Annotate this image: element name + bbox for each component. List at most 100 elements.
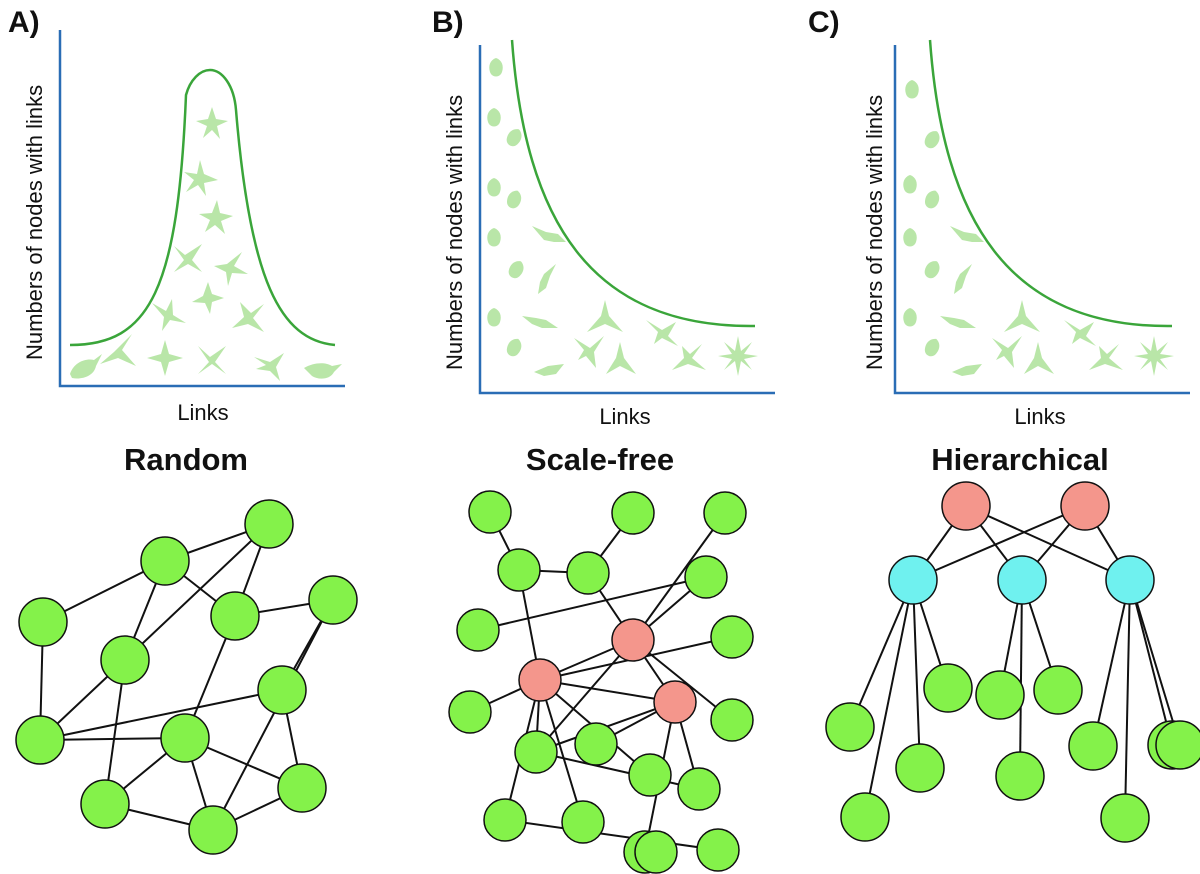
y-axis-label-c: Numbers of nodes with links xyxy=(862,95,887,370)
neuron-icon xyxy=(70,354,102,379)
neuron-icon xyxy=(587,300,623,332)
network-edge xyxy=(539,679,676,703)
network-node-green xyxy=(210,591,260,641)
neuron-icon xyxy=(489,58,503,77)
network-node-green xyxy=(840,792,890,842)
panel-letter-c: C) xyxy=(808,6,840,39)
neuron-icon xyxy=(903,175,917,194)
network-node-green xyxy=(710,698,754,742)
neuron-icon xyxy=(214,252,248,286)
panel-letter-b: B) xyxy=(432,6,464,39)
network-edge xyxy=(632,512,726,641)
neuron-icon xyxy=(304,363,342,379)
neuron-icon xyxy=(952,364,982,376)
network-node-red xyxy=(518,658,562,702)
network-node-green xyxy=(1155,720,1200,770)
network-edge xyxy=(849,579,914,728)
network-node-green xyxy=(696,828,740,872)
network-node-cyan xyxy=(888,555,938,605)
network-node-green xyxy=(561,800,605,844)
network-node-green xyxy=(188,805,238,855)
neuron-icon xyxy=(254,353,284,381)
axes-a xyxy=(58,30,345,388)
distribution-curve-c xyxy=(928,39,1173,328)
network-title-hierarchical: Hierarchical xyxy=(931,442,1109,477)
network-node-green xyxy=(703,491,747,535)
network-node-red xyxy=(611,618,655,662)
neuron-icon xyxy=(232,302,264,332)
neuron-icon xyxy=(940,316,976,328)
y-axis-label-a: Numbers of nodes with links xyxy=(22,85,47,360)
neuron-icon xyxy=(574,336,604,368)
network-node-green xyxy=(634,830,678,874)
distribution-curve-a xyxy=(69,68,336,347)
network-edge xyxy=(124,523,270,661)
neuron-icon xyxy=(196,107,228,139)
axes-c xyxy=(893,45,1190,395)
network-edge xyxy=(912,505,1086,581)
network-node-green xyxy=(710,615,754,659)
neuron-icon xyxy=(992,336,1022,368)
y-axis-label-b: Numbers of nodes with links xyxy=(442,95,467,370)
neuron-icon xyxy=(1024,342,1054,374)
neuron-icon xyxy=(174,244,202,272)
neuron-icon xyxy=(1064,320,1096,346)
neuron-icon xyxy=(905,80,919,99)
neuron-icon xyxy=(192,282,224,314)
network-node-cyan xyxy=(1105,555,1155,605)
network-title-random: Random xyxy=(124,442,248,477)
panel-random: A) Numbers of nodes with links Links Ran… xyxy=(8,6,358,855)
network-node-cyan xyxy=(997,555,1047,605)
network-edge xyxy=(477,576,707,631)
network-node-green xyxy=(1100,793,1150,843)
neuron-icon xyxy=(606,342,636,374)
network-node-green xyxy=(975,670,1025,720)
network-title-scale-free: Scale-free xyxy=(526,442,674,477)
network-scale-free xyxy=(448,490,754,874)
neuron-icon xyxy=(184,160,218,196)
neuron-icon xyxy=(503,125,525,149)
network-node-green xyxy=(825,702,875,752)
network-edge xyxy=(912,579,921,769)
network-node-green xyxy=(456,608,500,652)
neuron-icon xyxy=(1089,344,1123,370)
x-axis-label-b: Links xyxy=(599,404,650,429)
network-node-green xyxy=(574,722,618,766)
network-edge xyxy=(539,679,584,823)
network-node-green xyxy=(995,751,1045,801)
network-node-red xyxy=(653,680,697,724)
neuron-icon xyxy=(954,264,972,294)
network-node-green xyxy=(483,798,527,842)
network-edge xyxy=(864,579,914,818)
network-edge xyxy=(535,751,700,790)
neuron-icon xyxy=(534,364,564,376)
x-axis-label-a: Links xyxy=(177,400,228,425)
network-node-green xyxy=(257,665,307,715)
network-node-red xyxy=(941,481,991,531)
network-node-green xyxy=(497,548,541,592)
network-node-green xyxy=(308,575,358,625)
axes-b xyxy=(478,45,775,395)
neuron-icon xyxy=(199,200,233,234)
neuron-icon xyxy=(147,340,183,376)
neuron-cluster-a xyxy=(70,107,342,381)
network-node-green xyxy=(895,743,945,793)
neuron-icon xyxy=(903,228,917,247)
network-node-green xyxy=(628,753,672,797)
network-edge xyxy=(504,819,719,851)
neuron-icon xyxy=(522,316,558,328)
network-node-green xyxy=(566,551,610,595)
network-hierarchical xyxy=(825,481,1200,843)
network-edge xyxy=(1019,579,1023,777)
network-edge xyxy=(535,639,634,753)
neuron-icon xyxy=(504,336,525,359)
neuron-icon xyxy=(532,226,566,242)
neuron-icon xyxy=(538,264,556,294)
network-node-green xyxy=(80,779,130,829)
network-edge xyxy=(212,599,334,831)
neuron-icon xyxy=(921,257,943,281)
network-node-green xyxy=(277,763,327,813)
network-node-green xyxy=(468,490,512,534)
x-axis-label-c: Links xyxy=(1014,404,1065,429)
network-node-green xyxy=(244,499,294,549)
